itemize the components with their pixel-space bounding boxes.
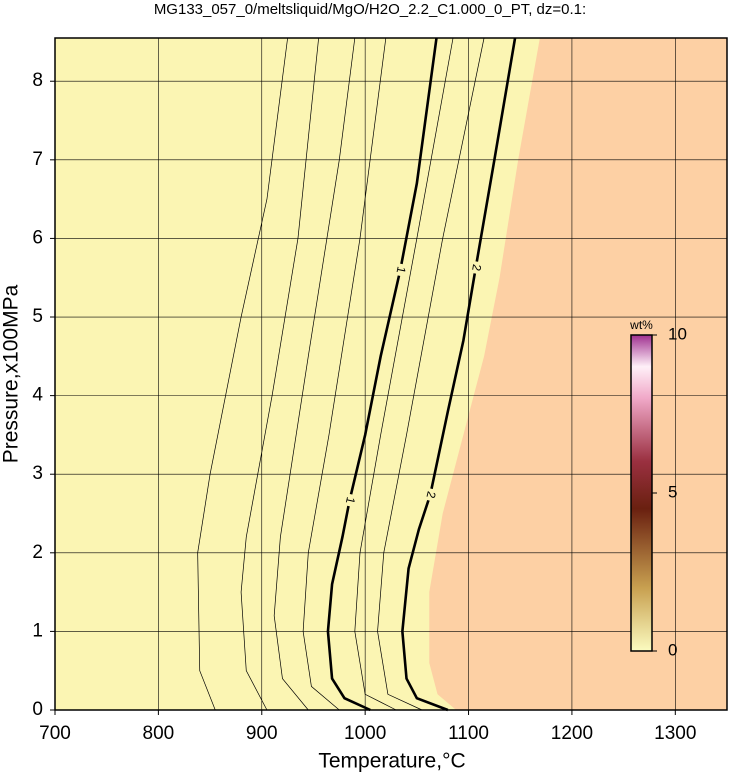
- x-tick-label: 1000: [344, 723, 386, 744]
- contour-label: 2: [469, 263, 484, 272]
- y-tick-label: 0: [32, 699, 43, 720]
- contour-label: 1: [394, 265, 409, 275]
- colorbar-label: wt%: [629, 318, 653, 332]
- major-contour: [401, 37, 517, 712]
- y-tick-label: 1: [32, 620, 43, 641]
- y-tick-label: 5: [32, 306, 43, 327]
- y-tick-label: 4: [32, 385, 43, 406]
- colorbar-tick-label: 5: [668, 482, 677, 501]
- y-tick-label: 8: [32, 70, 43, 91]
- contour-label-bg: [395, 263, 406, 277]
- chart-title: MG133_057_0/meltsliquid/MgO/H2O_2.2_C1.0…: [154, 1, 586, 18]
- major-contour: [326, 37, 438, 712]
- x-tick-label: 1100: [448, 723, 489, 744]
- colorbar-tick-label: 0: [668, 640, 677, 659]
- y-tick-label: 6: [32, 227, 43, 248]
- y-axis-label: Pressure,x100MPa: [0, 284, 23, 463]
- plot-frame: [54, 37, 728, 711]
- colorbar: [630, 334, 653, 652]
- contour-label-bg: [344, 493, 355, 507]
- y-tick-label: 2: [32, 542, 43, 563]
- x-tick-label: 700: [39, 723, 71, 744]
- colorbar-tick-label: 10: [668, 324, 687, 343]
- y-tick-label: 3: [32, 463, 43, 484]
- x-axis-label: Temperature,°C: [318, 750, 465, 773]
- x-tick-label: 900: [246, 723, 278, 744]
- contour-label: 1: [343, 496, 358, 506]
- contour-label: 2: [423, 490, 438, 500]
- y-tick-label: 7: [32, 149, 43, 170]
- contour-label-bg: [424, 487, 436, 502]
- x-tick-label: 1200: [551, 723, 593, 744]
- x-tick-label: 1300: [654, 723, 696, 744]
- x-tick-label: 800: [143, 723, 175, 744]
- contour-label-bg: [470, 260, 481, 275]
